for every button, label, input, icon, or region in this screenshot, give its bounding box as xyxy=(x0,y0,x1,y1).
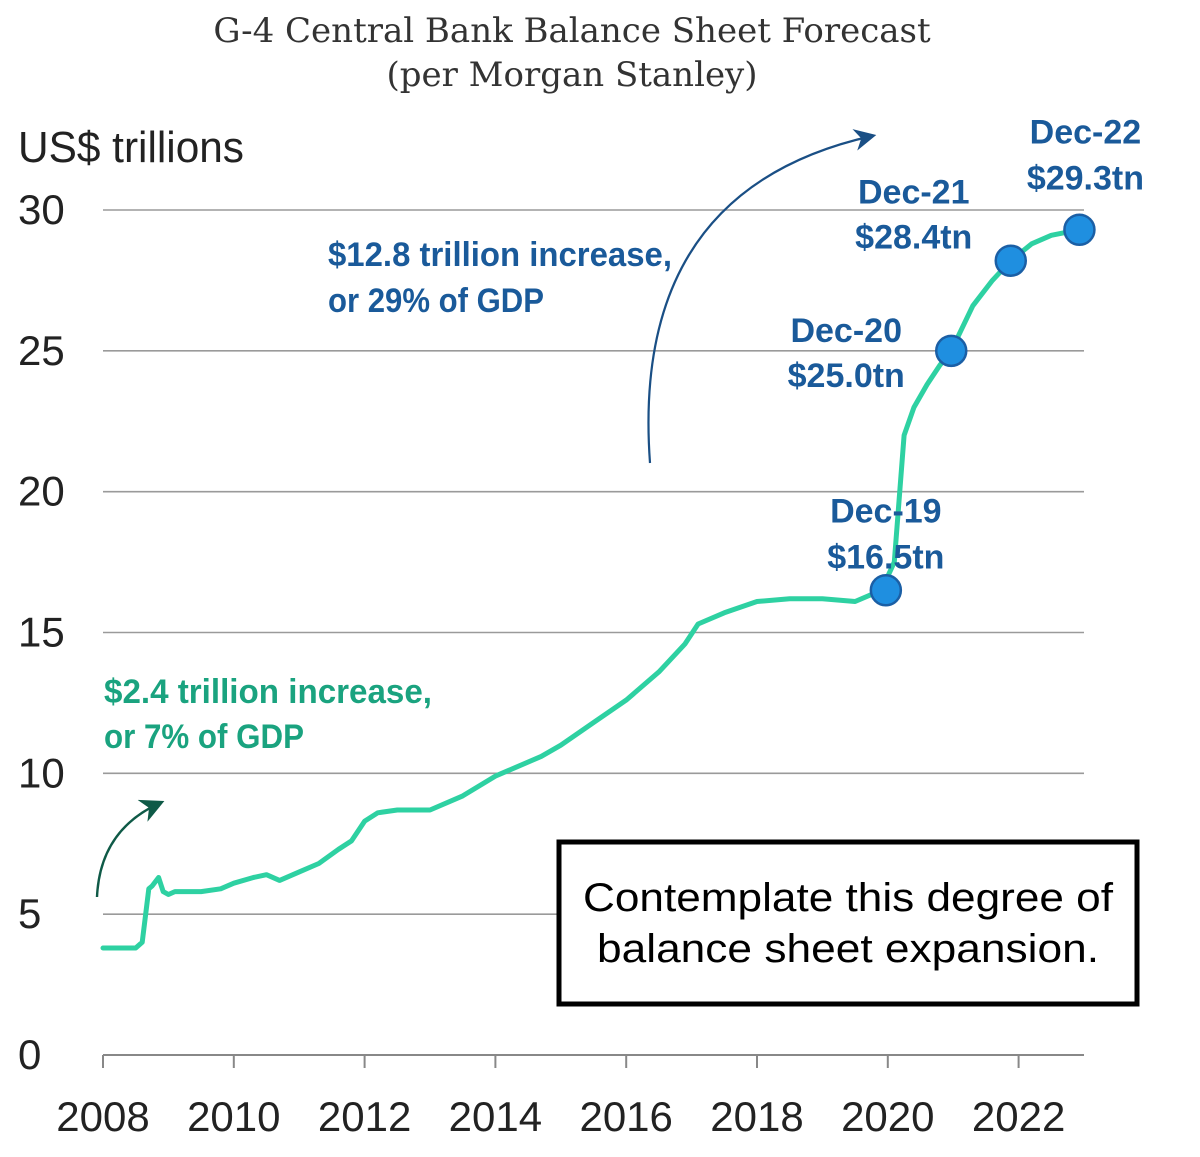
y-axis: 0 5 10 15 20 25 30 xyxy=(18,186,65,1078)
point-marker xyxy=(869,574,903,607)
x-tick-label: 2018 xyxy=(710,1093,803,1140)
y-tick-label: 20 xyxy=(18,468,65,515)
x-tick-label: 2008 xyxy=(56,1093,149,1140)
y-axis-unit-label: US$ trillions xyxy=(18,123,244,172)
point-label-value: $16.5tn xyxy=(827,538,944,576)
early-increase-label-line2: or 7% of GDP xyxy=(104,718,304,756)
x-tick-label: 2014 xyxy=(449,1093,542,1140)
point-label-date: Dec-21 xyxy=(858,174,970,212)
y-tick-label: 0 xyxy=(18,1031,41,1078)
point-label-date: Dec-19 xyxy=(830,492,942,530)
note-line2: balance sheet expansion. xyxy=(597,927,1099,971)
x-tick-label: 2020 xyxy=(841,1093,934,1140)
x-axis: 2008 2010 2012 2014 2016 2018 2020 2022 xyxy=(56,1054,1084,1140)
point-marker xyxy=(994,244,1028,277)
y-tick-label: 25 xyxy=(18,327,65,374)
late-increase-arrow xyxy=(647,129,877,464)
x-tick-label: 2022 xyxy=(972,1093,1065,1140)
point-label-date: Dec-22 xyxy=(1030,114,1142,152)
point-label-date: Dec-20 xyxy=(790,312,902,350)
x-tick-label: 2010 xyxy=(187,1093,280,1140)
x-tick-label: 2012 xyxy=(318,1093,411,1140)
y-tick-label: 10 xyxy=(18,749,65,796)
point-marker xyxy=(934,334,968,368)
late-increase-label-line1: $12.8 trillion increase, xyxy=(328,236,672,274)
highlighted-points: Dec-19 $16.5tn Dec-20 $25.0tn Dec-21 $28.4tn D… xyxy=(788,114,1144,607)
note-box xyxy=(556,839,1140,1007)
chart-subtitle: (per Morgan Stanley) xyxy=(386,55,757,95)
note-line1: Contemplate this degree of xyxy=(583,876,1114,920)
point-label-value: $25.0tn xyxy=(788,357,905,395)
y-tick-label: 30 xyxy=(18,186,65,233)
x-tick-label: 2016 xyxy=(579,1093,672,1140)
point-label-value: $29.3tn xyxy=(1027,160,1144,198)
chart-title: G-4 Central Bank Balance Sheet Forecast xyxy=(213,11,931,51)
y-tick-label: 15 xyxy=(18,609,65,656)
point-label-value: $28.4tn xyxy=(855,219,972,257)
point-marker xyxy=(1063,213,1096,246)
series-line xyxy=(100,227,1082,951)
early-increase-label-line1: $2.4 trillion increase, xyxy=(104,673,432,711)
y-tick-label: 5 xyxy=(18,890,41,937)
late-increase-label-line2: or 29% of GDP xyxy=(328,282,544,320)
early-increase-arrow xyxy=(95,799,165,898)
